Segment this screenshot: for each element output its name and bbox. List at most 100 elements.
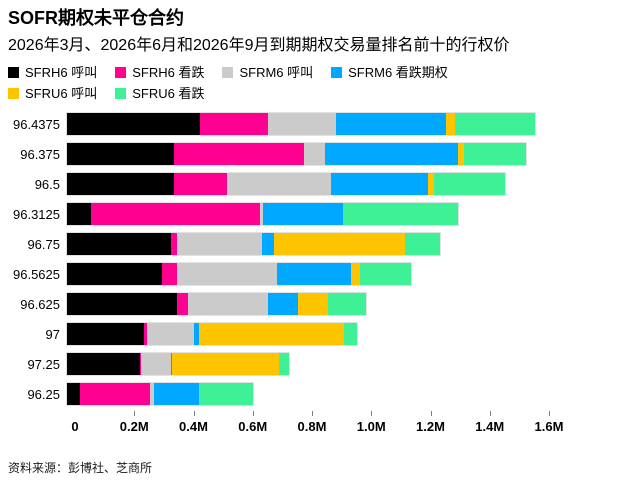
bar-row: 96.5625 — [8, 259, 611, 289]
bar-segment — [274, 233, 405, 255]
legend-label: SFRH6 看跌 — [132, 65, 205, 80]
x-axis-tick-label: 0 — [71, 419, 79, 434]
legend-swatch-icon — [8, 67, 19, 78]
bar-segment — [446, 113, 455, 135]
bar-segment — [198, 323, 344, 345]
stacked-bar — [67, 263, 411, 285]
bar-segment — [139, 353, 142, 375]
bar-segment — [176, 293, 189, 315]
bar-segment — [277, 263, 352, 285]
bar-segment — [457, 143, 464, 165]
bar-segment — [303, 143, 325, 165]
bar-segment — [188, 293, 269, 315]
bar-segment — [297, 293, 328, 315]
bar-segment — [262, 203, 343, 225]
x-axis-tick — [549, 411, 550, 416]
bar-segment — [176, 233, 263, 255]
chart-subtitle: 2026年3月、2026年6月和2026年9月到期期权交易量排名前十的行权价 — [8, 37, 510, 54]
legend-swatch-icon — [115, 88, 127, 99]
bar-segment — [327, 293, 367, 315]
bar-segment — [434, 173, 506, 195]
legend-label: SFRM6 看跌期权 — [348, 65, 448, 80]
bar-segment — [343, 323, 358, 345]
bar-segment — [170, 353, 173, 375]
x-axis-tick — [252, 411, 254, 416]
x-axis-tick-label: 1.2M — [416, 419, 445, 434]
x-axis-tick — [193, 411, 195, 416]
x-axis-tick-label: 0.6M — [238, 419, 268, 434]
bar-row: 96.625 — [8, 289, 611, 319]
bar-segment — [144, 323, 147, 345]
bar-segment — [226, 173, 331, 195]
bar-segment — [262, 233, 275, 255]
legend-item: SFRH6 呼叫 — [8, 64, 97, 81]
stacked-bar — [67, 323, 358, 345]
legend-label: SFRM6 呼叫 — [239, 65, 314, 80]
bar-segment — [67, 323, 144, 345]
x-axis-tick — [134, 411, 136, 416]
bar-segment — [173, 173, 227, 195]
x-axis-tick — [489, 411, 491, 416]
bar-segment — [259, 203, 263, 225]
bar-segment — [428, 173, 435, 195]
bar-segment — [351, 263, 361, 285]
x-axis-tick — [430, 411, 432, 416]
bar-row: 96.3125 — [8, 199, 611, 229]
bar-segment — [342, 203, 459, 225]
bar-row: 96.75 — [8, 229, 611, 259]
bar-segment — [330, 173, 429, 195]
bar-segment — [67, 233, 171, 255]
x-axis-tick-label: 0.4M — [179, 419, 208, 434]
legend-swatch-icon — [8, 88, 19, 99]
bar-row: 96.375 — [8, 139, 611, 169]
bar-segment — [141, 353, 171, 375]
bar-segment — [90, 203, 260, 225]
bar-segment — [154, 383, 199, 405]
category-label: 96.25 — [27, 386, 60, 402]
bar-segment — [67, 173, 174, 195]
legend-label: SFRU6 呼叫 — [25, 86, 98, 101]
legend: SFRH6 呼叫 SFRH6 看跌 SFRM6 呼叫 SFRM6 看跌期权 SFRU6 … — [8, 64, 568, 102]
bar-row: 96.5 — [8, 169, 611, 199]
bar-segment — [173, 143, 304, 165]
bar-segment — [454, 113, 535, 135]
legend-swatch-icon — [222, 67, 234, 78]
category-label: 96.75 — [27, 236, 60, 252]
page-title: SOFR期权未平仓合约 — [8, 8, 185, 28]
stacked-bar — [67, 383, 254, 405]
x-axis-tick-label: 1.0M — [356, 419, 386, 434]
x-axis-tick — [371, 411, 373, 416]
bar-segment — [278, 353, 290, 375]
x-axis-tick — [312, 411, 313, 416]
bar-segment — [147, 323, 195, 345]
bar-segment — [324, 143, 458, 165]
x-axis-tick-label: 0.2M — [119, 419, 149, 434]
legend-item: SFRM6 看跌期权 — [331, 64, 448, 81]
stacked-bar — [67, 353, 290, 375]
bar-segment — [172, 353, 279, 375]
legend-label: SFRU6 看跌 — [132, 86, 205, 101]
bar-segment — [67, 293, 177, 315]
bar-row: 97.25 — [8, 349, 611, 379]
stacked-bar — [67, 143, 526, 165]
legend-item: SFRH6 看跌 — [115, 64, 204, 81]
stacked-bar — [67, 173, 506, 195]
bar-segment — [360, 263, 411, 285]
bar-segment — [67, 143, 174, 165]
bar-segment — [67, 353, 140, 375]
stacked-bar — [67, 233, 441, 255]
bar-segment — [67, 263, 162, 285]
stacked-bar — [67, 113, 535, 135]
category-label: 96.375 — [20, 146, 60, 162]
bar-segment — [194, 323, 199, 345]
legend-swatch-icon — [115, 67, 127, 78]
legend-item: SFRM6 呼叫 — [222, 64, 313, 81]
x-axis-tick-label: 1.6M — [534, 419, 564, 434]
bar-segment — [336, 113, 447, 135]
stacked-bar — [67, 293, 367, 315]
bar-segment — [268, 293, 298, 315]
category-label: 97.25 — [27, 356, 60, 372]
stacked-bar-chart: 96.4375 96.375 96.5 96.3125 96.75 96.5625 96.6… — [8, 109, 611, 439]
category-label: 96.5625 — [13, 266, 60, 282]
bar-segment — [200, 113, 269, 135]
